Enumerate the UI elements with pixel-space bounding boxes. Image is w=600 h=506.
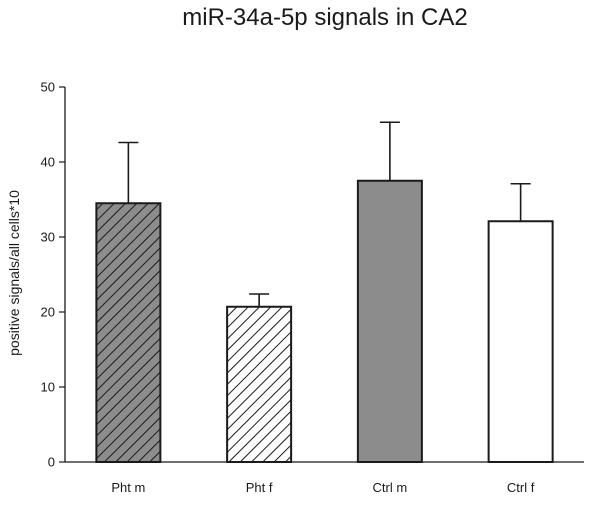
y-tick-label: 50 <box>41 80 55 95</box>
y-tick-label: 30 <box>41 230 55 245</box>
y-tick-label: 10 <box>41 380 55 395</box>
bar <box>487 220 554 463</box>
bar <box>356 179 423 463</box>
bar <box>95 202 162 463</box>
y-tick-label: 0 <box>48 455 55 470</box>
x-tick-label: Ctrl m <box>373 480 408 495</box>
bar <box>226 305 293 463</box>
x-tick-label: Pht f <box>246 480 273 495</box>
y-tick-label: 40 <box>41 155 55 170</box>
x-tick-label: Pht m <box>111 480 145 495</box>
x-tick-label: Ctrl f <box>507 480 535 495</box>
y-tick-label: 20 <box>41 305 55 320</box>
chart-title: miR-34a-5p signals in CA2 <box>182 4 468 31</box>
y-axis-label: positive signals/all cells*10 <box>6 190 22 356</box>
